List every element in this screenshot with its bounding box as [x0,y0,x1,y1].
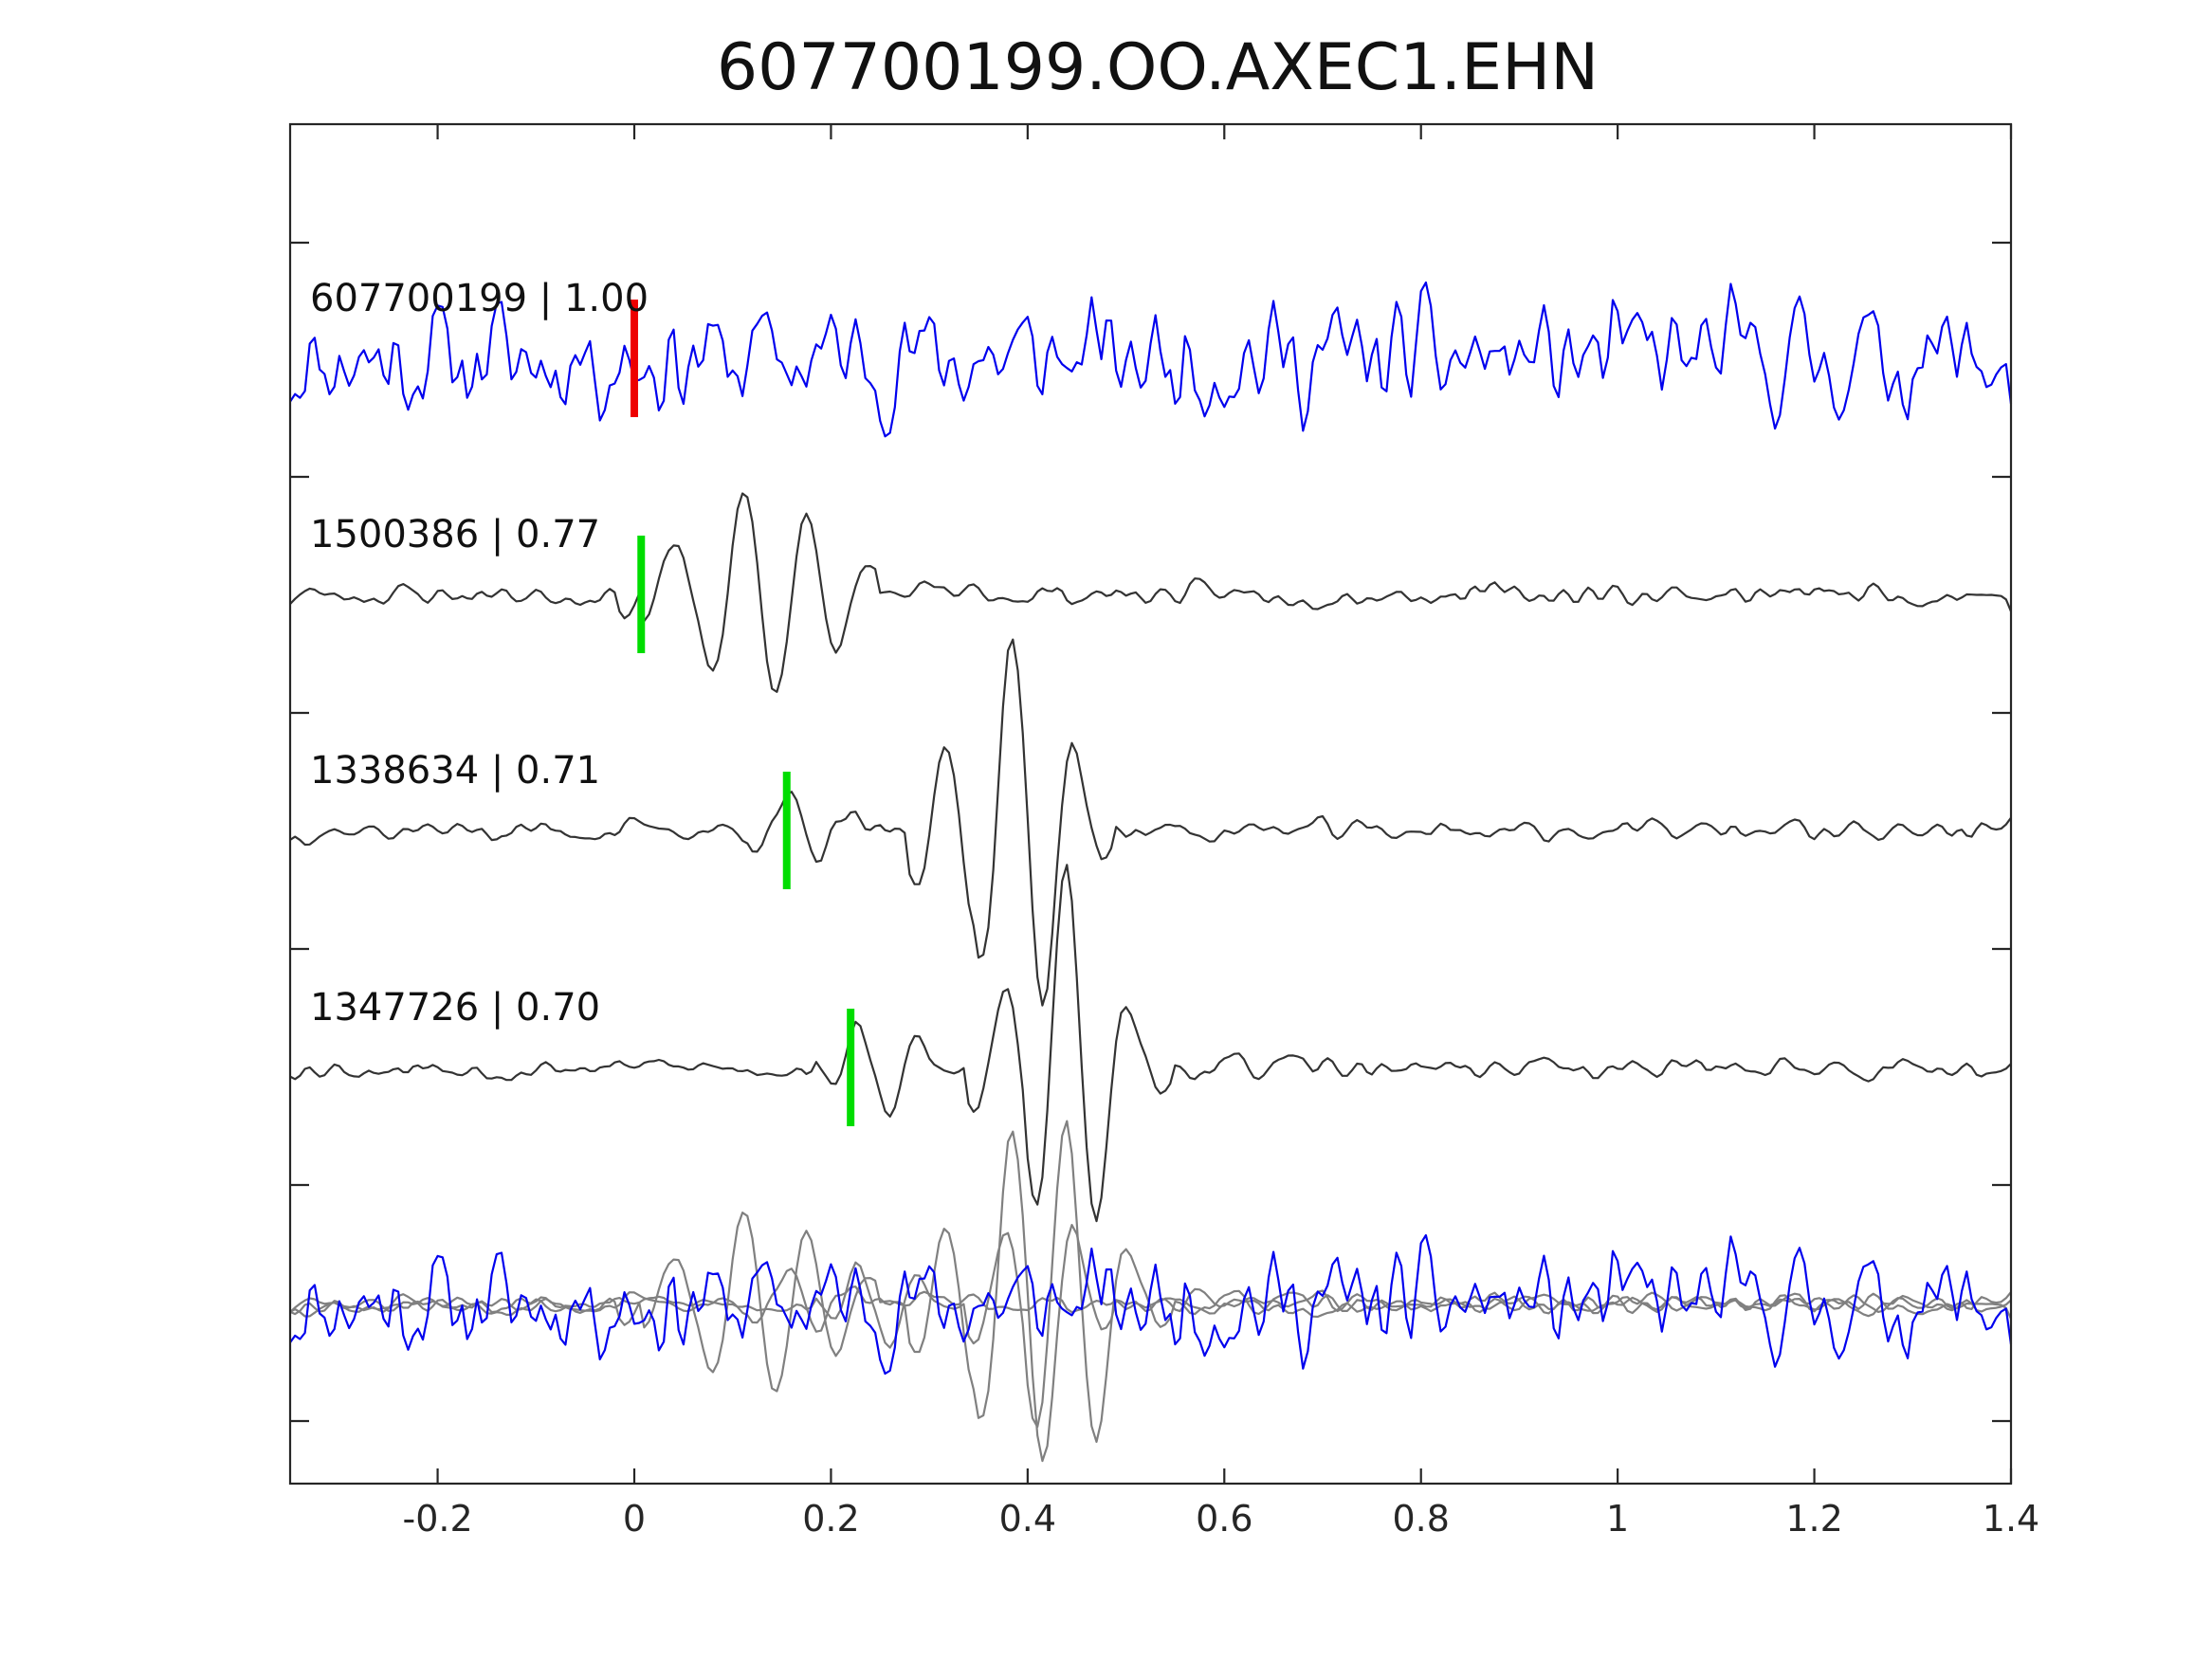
trace-label-1347726: 1347726 | 0.70 [310,986,600,1030]
x-tick-label: 0 [623,1498,646,1540]
x-tick-label: 0.2 [802,1498,859,1540]
chart-title: 607700199.OO.AXEC1.EHN [717,30,1599,105]
trace-1500386 [289,492,2013,693]
x-tick-label: 1 [1606,1498,1629,1540]
axes-frame [288,122,2013,1486]
x-tick-label: 0.8 [1392,1498,1449,1540]
x-tick-label: 0.4 [999,1498,1056,1540]
trace-label-607700199: 607700199 | 1.00 [310,277,649,320]
trace-label-1500386: 1500386 | 0.77 [310,513,600,556]
trace-label-1338634: 1338634 | 0.71 [310,749,600,793]
axis-ticks: -0.2 0 0.2 0.4 0.6 0.8 1 1.2 1.4 [290,124,2039,1540]
x-tick-label: -0.2 [402,1498,472,1540]
trace-607700199 [289,281,2013,438]
trace-labels: 607700199 | 1.00 1500386 | 0.77 1338634 | … [310,277,649,1030]
x-tick-label: 1.4 [1983,1498,2039,1540]
trace-1347726 [289,864,2012,1223]
x-tick-label: 1.2 [1785,1498,1842,1540]
trace-1338634 [289,638,2012,1007]
plot-area [289,281,2013,1463]
overlay-trace-607700199 [289,1233,2013,1376]
x-tick-label: 0.6 [1196,1498,1252,1540]
